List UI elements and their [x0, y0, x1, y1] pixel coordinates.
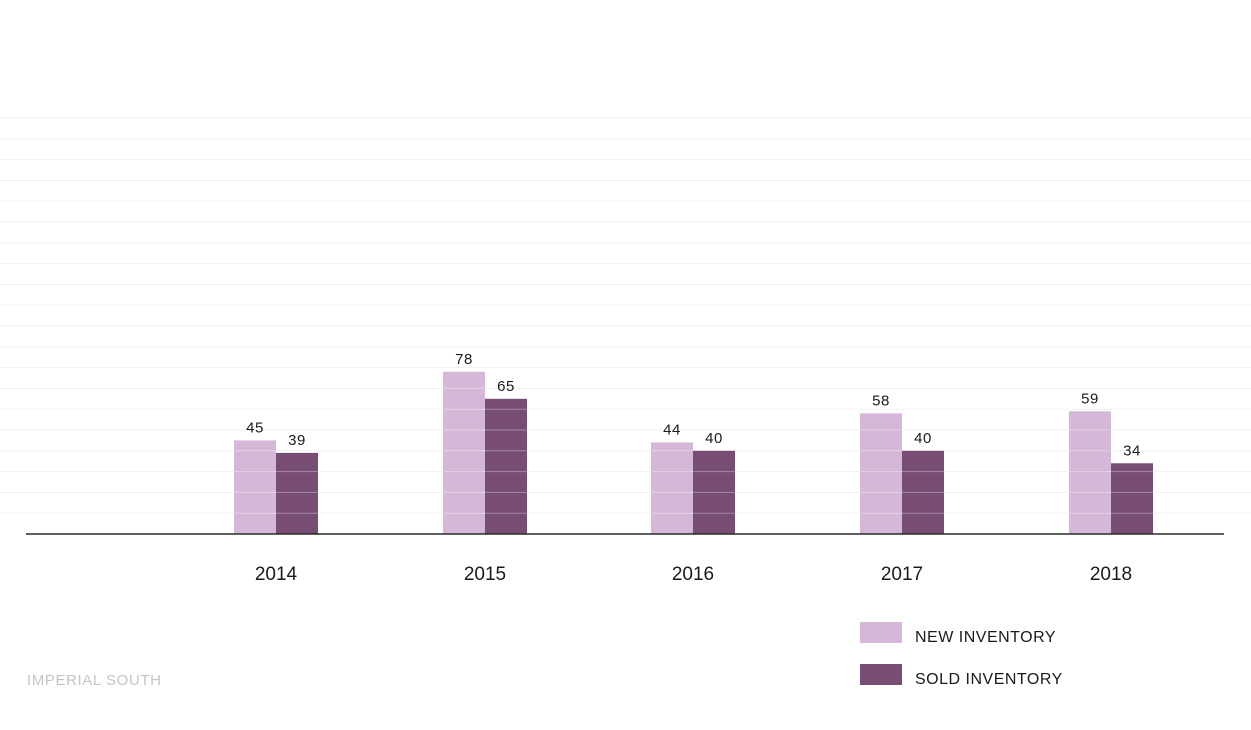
- data-label: 39: [288, 432, 306, 449]
- bar-new-inventory-2018: [1069, 411, 1111, 534]
- bar-sold-inventory-2015: [485, 398, 527, 534]
- bar-new-inventory-2015: [443, 371, 485, 534]
- bar-sold-inventory-2016: [693, 450, 735, 534]
- bar-new-inventory-2017: [860, 413, 902, 534]
- x-axis-ticks: 2014 2015 2016 2017 2018: [255, 564, 1132, 585]
- data-label: 44: [663, 421, 681, 438]
- watermark-text: IMPERIAL SOUTH: [27, 672, 162, 689]
- data-label: 65: [497, 378, 515, 395]
- x-tick-label: 2017: [881, 564, 923, 585]
- legend-label: SOLD INVENTORY: [915, 671, 1063, 688]
- bar-gridline-overlay: [234, 387, 1153, 514]
- data-label: 40: [914, 430, 932, 447]
- data-label: 78: [455, 351, 473, 368]
- data-label: 34: [1123, 442, 1141, 459]
- bar-sold-inventory-2014: [276, 452, 318, 534]
- legend-swatch: [860, 622, 902, 643]
- bar-new-inventory-2014: [234, 440, 276, 534]
- legend: NEW INVENTORY SOLD INVENTORY: [860, 622, 1063, 688]
- x-tick-label: 2018: [1090, 564, 1132, 585]
- x-tick-label: 2015: [464, 564, 506, 585]
- bar-new-inventory-2016: [651, 442, 693, 534]
- legend-label: NEW INVENTORY: [915, 629, 1056, 646]
- data-label: 59: [1081, 390, 1099, 407]
- gridlines: [0, 117, 1251, 514]
- data-labels: 45 39 78 65 44 40 58 40 59 34: [246, 351, 1141, 460]
- bar-sold-inventory-2017: [902, 450, 944, 534]
- bars: [234, 371, 1153, 534]
- data-label: 45: [246, 419, 264, 436]
- legend-swatch: [860, 664, 902, 685]
- bar-sold-inventory-2018: [1111, 463, 1153, 534]
- x-tick-label: 2014: [255, 564, 298, 585]
- data-label: 40: [705, 430, 723, 447]
- data-label: 58: [872, 392, 890, 409]
- x-tick-label: 2016: [672, 564, 714, 585]
